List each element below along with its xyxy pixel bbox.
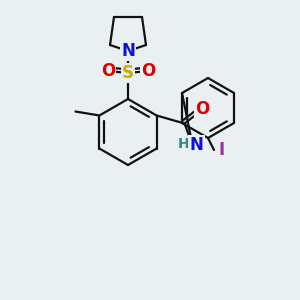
Text: O: O	[141, 62, 155, 80]
Text: O: O	[196, 100, 210, 118]
Text: O: O	[101, 62, 115, 80]
Text: I: I	[219, 141, 225, 159]
Text: N: N	[121, 42, 135, 60]
Text: S: S	[122, 64, 134, 82]
Text: N: N	[190, 136, 203, 154]
Text: H: H	[178, 137, 189, 152]
